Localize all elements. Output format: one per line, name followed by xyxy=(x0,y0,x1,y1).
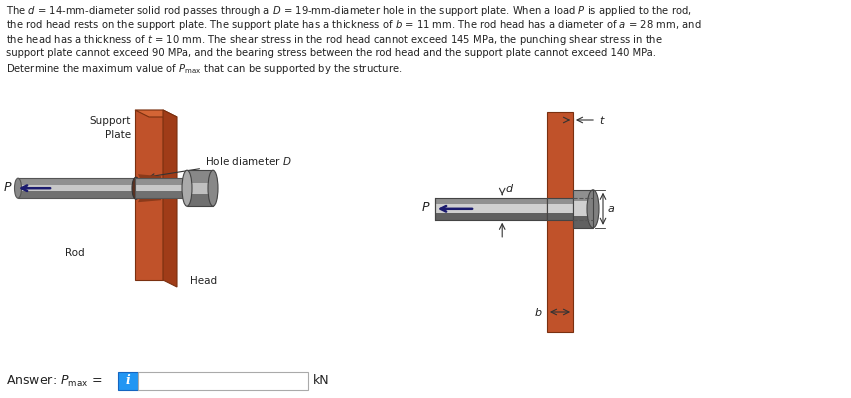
Text: the head has a thickness of $t$ = 10 mm. The shear stress in the rod head cannot: the head has a thickness of $t$ = 10 mm.… xyxy=(6,33,663,47)
Text: $a$: $a$ xyxy=(607,204,615,214)
Text: Head: Head xyxy=(191,276,218,287)
Text: Support: Support xyxy=(89,116,131,126)
Bar xyxy=(118,372,138,390)
Text: support plate cannot exceed 90 MPa, and the bearing stress between the rod head : support plate cannot exceed 90 MPa, and … xyxy=(6,47,656,57)
Bar xyxy=(573,217,593,228)
Bar xyxy=(187,183,213,193)
Bar xyxy=(573,190,593,228)
Polygon shape xyxy=(135,110,177,117)
Bar xyxy=(18,178,135,198)
Bar xyxy=(187,193,213,206)
Bar xyxy=(547,112,573,332)
Text: $P$: $P$ xyxy=(421,201,431,214)
Text: Hole diameter $D$: Hole diameter $D$ xyxy=(150,155,292,178)
Ellipse shape xyxy=(208,170,218,206)
Text: $d$: $d$ xyxy=(505,182,514,194)
Text: $P$: $P$ xyxy=(3,181,13,194)
Text: $b$: $b$ xyxy=(534,306,543,318)
Bar xyxy=(135,110,163,280)
Text: The $d$ = 14-mm-diameter solid rod passes through a $D$ = 19-mm-diameter hole in: The $d$ = 14-mm-diameter solid rod passe… xyxy=(6,4,692,18)
Text: kN: kN xyxy=(313,375,329,388)
Bar xyxy=(18,178,135,185)
Ellipse shape xyxy=(182,170,192,206)
Bar xyxy=(547,205,573,213)
Text: i: i xyxy=(126,375,130,388)
Bar xyxy=(18,185,135,191)
Bar xyxy=(435,213,547,220)
Text: Determine the maximum value of $P_\mathrm{max}$ that can be supported by the str: Determine the maximum value of $P_\mathr… xyxy=(6,62,403,76)
Bar xyxy=(435,198,547,205)
Text: the rod head rests on the support plate. The support plate has a thickness of $b: the rod head rests on the support plate.… xyxy=(6,18,701,33)
Ellipse shape xyxy=(587,190,599,228)
Bar xyxy=(138,372,308,390)
Text: Answer: $P_\mathrm{max}$ =: Answer: $P_\mathrm{max}$ = xyxy=(6,373,102,388)
Text: Rod: Rod xyxy=(66,248,85,258)
Bar xyxy=(187,170,213,206)
Ellipse shape xyxy=(132,177,140,199)
Bar xyxy=(135,178,187,185)
Text: $t$: $t$ xyxy=(599,114,606,126)
Text: Plate: Plate xyxy=(105,130,131,140)
Bar xyxy=(135,185,187,191)
Bar xyxy=(135,191,187,198)
Bar xyxy=(435,198,547,220)
Ellipse shape xyxy=(14,178,21,198)
Bar xyxy=(18,191,135,198)
Bar xyxy=(435,205,547,213)
Bar xyxy=(547,198,573,220)
Polygon shape xyxy=(138,174,161,202)
Bar xyxy=(573,190,593,201)
Polygon shape xyxy=(163,110,177,287)
Bar xyxy=(547,213,573,220)
Bar xyxy=(547,198,573,205)
Bar xyxy=(573,201,593,217)
Bar xyxy=(135,178,187,198)
Bar xyxy=(187,170,213,183)
